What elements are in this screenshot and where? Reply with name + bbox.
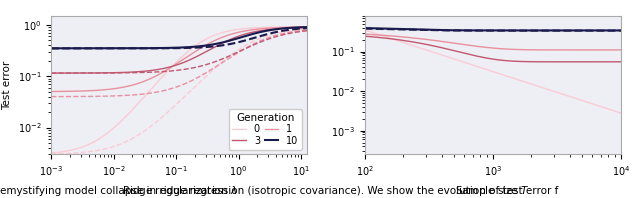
Legend: 0, 3, 1, 10: 0, 3, 1, 10 (228, 109, 302, 149)
X-axis label: Sample size $T$: Sample size $T$ (456, 184, 530, 198)
Y-axis label: Test error: Test error (2, 61, 12, 110)
Text: emystifying model collapse in ridge regression (isotropic covariance). We show t: emystifying model collapse in ridge regr… (0, 186, 558, 196)
X-axis label: Ridge regularization $\lambda$: Ridge regularization $\lambda$ (122, 184, 237, 198)
